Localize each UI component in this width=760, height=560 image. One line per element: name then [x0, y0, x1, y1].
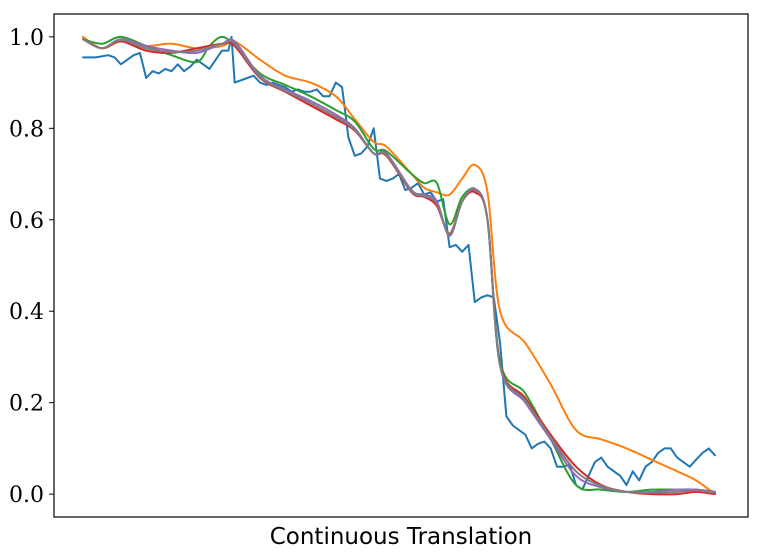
- plot-frame: [53, 13, 749, 518]
- x-axis-label: Continuous Translation: [270, 524, 533, 550]
- series-line-4: [82, 38, 716, 496]
- y-tick-label: 0.0: [9, 483, 44, 508]
- series-line-5: [82, 38, 716, 494]
- y-tick-label: 0.2: [9, 392, 44, 417]
- y-tick-label: 0.4: [9, 300, 44, 325]
- plot-lines: [82, 35, 716, 496]
- y-tick-label: 1.0: [9, 26, 44, 51]
- y-tick-label: 0.8: [9, 117, 44, 142]
- series-line-3: [82, 35, 716, 493]
- series-line-2: [82, 35, 716, 496]
- series-line-6: [82, 38, 716, 494]
- y-axis-ticks: 0.0 0.2 0.4 0.6 0.8 1.0: [9, 26, 54, 508]
- y-tick-label: 0.6: [9, 209, 44, 234]
- series-line-1: [82, 35, 716, 491]
